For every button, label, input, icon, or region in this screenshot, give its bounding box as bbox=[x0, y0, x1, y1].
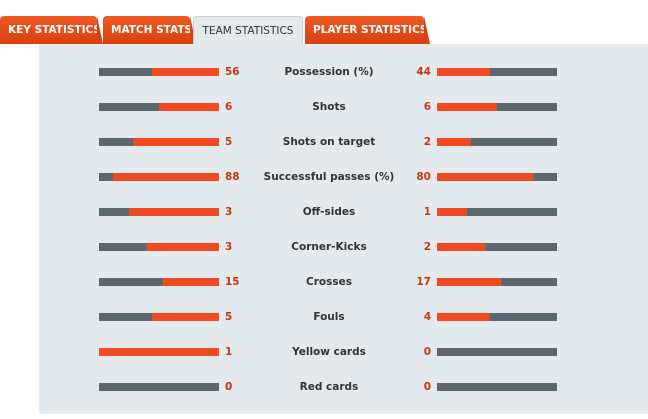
stat-row: 6 Shots 6 bbox=[39, 100, 648, 114]
home-bar-fill bbox=[152, 68, 219, 76]
away-bar bbox=[437, 173, 557, 181]
stat-label: Yellow cards bbox=[292, 346, 366, 358]
tab-key-statistics[interactable]: KEY STATISTICS bbox=[0, 16, 103, 44]
tab-bar: KEY STATISTICS MATCH STATS TEAM STATISTI… bbox=[0, 0, 648, 44]
stat-label: Corner-Kicks bbox=[291, 241, 367, 253]
away-bar bbox=[437, 348, 557, 356]
away-bar bbox=[437, 138, 557, 146]
away-bar-fill bbox=[437, 138, 471, 146]
away-bar bbox=[437, 68, 557, 76]
stat-label: Shots bbox=[312, 101, 346, 113]
stat-label: Off-sides bbox=[302, 206, 356, 218]
away-bar bbox=[437, 278, 557, 286]
away-bar-fill bbox=[437, 68, 490, 76]
stat-row: 5 Shots on target 2 bbox=[39, 135, 648, 149]
home-bar bbox=[99, 348, 219, 356]
home-value: 3 bbox=[225, 206, 233, 218]
away-bar bbox=[437, 103, 557, 111]
home-bar bbox=[99, 243, 219, 251]
home-bar bbox=[99, 138, 219, 146]
stat-row: 3 Corner-Kicks 2 bbox=[39, 240, 648, 254]
stat-label: Crosses bbox=[306, 276, 352, 288]
home-value: 3 bbox=[225, 241, 233, 253]
home-value: 88 bbox=[225, 171, 240, 183]
home-bar bbox=[99, 173, 219, 181]
tab-player-statistics[interactable]: PLAYER STATISTICS bbox=[305, 16, 430, 44]
away-bar bbox=[437, 313, 557, 321]
away-value: 1 bbox=[423, 206, 431, 218]
stat-label: Successful passes (%) bbox=[263, 171, 395, 183]
stat-label: Shots on target bbox=[282, 136, 376, 148]
away-value: 0 bbox=[423, 381, 431, 393]
home-bar-fill bbox=[99, 348, 219, 356]
home-value: 56 bbox=[225, 66, 240, 78]
away-bar-fill bbox=[437, 313, 490, 321]
stat-row: 56 Possession (%) 44 bbox=[39, 65, 648, 79]
home-value: 0 bbox=[225, 381, 233, 393]
away-bar-fill bbox=[437, 103, 497, 111]
home-value: 15 bbox=[225, 276, 240, 288]
away-bar-fill bbox=[437, 173, 533, 181]
home-bar bbox=[99, 103, 219, 111]
away-value: 80 bbox=[416, 171, 431, 183]
away-value: 2 bbox=[423, 241, 431, 253]
home-bar bbox=[99, 383, 219, 391]
home-bar-fill bbox=[129, 208, 219, 216]
home-value: 1 bbox=[225, 346, 233, 358]
away-value: 2 bbox=[423, 136, 431, 148]
home-bar-fill bbox=[163, 278, 219, 286]
away-value: 44 bbox=[416, 66, 431, 78]
home-bar-fill bbox=[159, 103, 219, 111]
home-bar bbox=[99, 208, 219, 216]
stat-label: Fouls bbox=[313, 311, 345, 323]
stat-row: 1 Yellow cards 0 bbox=[39, 345, 648, 359]
away-bar-fill bbox=[437, 208, 467, 216]
home-value: 6 bbox=[225, 101, 233, 113]
home-bar bbox=[99, 68, 219, 76]
tab-match-stats[interactable]: MATCH STATS bbox=[103, 16, 196, 44]
stat-row: 3 Off-sides 1 bbox=[39, 205, 648, 219]
home-bar bbox=[99, 278, 219, 286]
stat-row: 0 Red cards 0 bbox=[39, 380, 648, 394]
away-bar-fill bbox=[437, 243, 485, 251]
tab-team-statistics[interactable]: TEAM STATISTICS bbox=[193, 16, 303, 44]
stat-label: Possession (%) bbox=[284, 66, 374, 78]
away-value: 0 bbox=[423, 346, 431, 358]
away-value: 4 bbox=[423, 311, 431, 323]
away-bar bbox=[437, 208, 557, 216]
away-bar bbox=[437, 383, 557, 391]
stat-label: Red cards bbox=[299, 381, 359, 393]
stats-panel: 56 Possession (%) 44 6 Shots 6 5 Shots on targe… bbox=[39, 44, 648, 414]
home-bar-fill bbox=[152, 313, 219, 321]
home-bar-fill bbox=[133, 138, 219, 146]
home-bar-fill bbox=[113, 173, 219, 181]
home-bar-fill bbox=[147, 243, 219, 251]
stat-row: 5 Fouls 4 bbox=[39, 310, 648, 324]
away-value: 17 bbox=[416, 276, 431, 288]
away-bar bbox=[437, 243, 557, 251]
away-bar-fill bbox=[437, 278, 501, 286]
stat-row: 88 Successful passes (%) 80 bbox=[39, 170, 648, 184]
home-value: 5 bbox=[225, 136, 233, 148]
home-value: 5 bbox=[225, 311, 233, 323]
away-value: 6 bbox=[423, 101, 431, 113]
home-bar bbox=[99, 313, 219, 321]
stat-row: 15 Crosses 17 bbox=[39, 275, 648, 289]
